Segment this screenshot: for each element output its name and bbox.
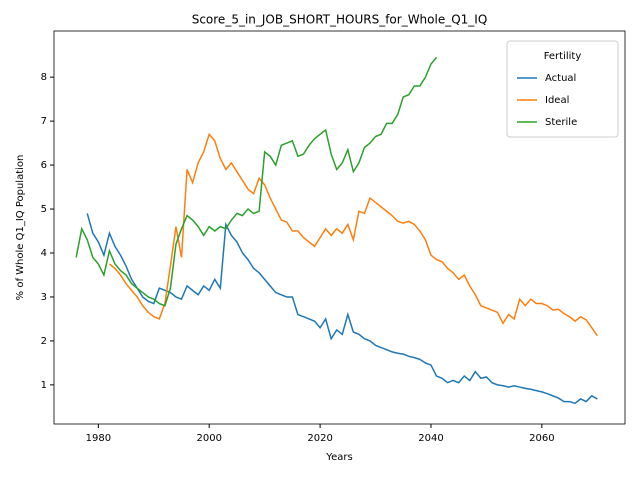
y-tick-label: 5	[41, 204, 47, 215]
line-series	[108, 132, 598, 337]
legend-label: Ideal	[545, 95, 569, 106]
legend-box	[506, 40, 619, 138]
x-tick-label: 2020	[307, 433, 332, 444]
line-series	[86, 213, 598, 405]
legend-label: Actual	[545, 73, 576, 84]
plot-frame	[53, 30, 626, 425]
legend-title: Fertility	[544, 51, 582, 62]
x-tick-label: 2040	[418, 433, 443, 444]
y-tick-label: 8	[41, 72, 47, 83]
x-tick-label: 1980	[86, 433, 111, 444]
y-tick-label: 6	[41, 160, 47, 171]
chart-title: Score_5_in_JOB_SHORT_HOURS_for_Whole_Q1_…	[192, 13, 488, 27]
x-axis-label: Years	[325, 452, 352, 463]
y-tick-label: 3	[41, 292, 47, 303]
y-tick-label: 2	[41, 336, 47, 347]
y-tick-label: 7	[41, 116, 47, 127]
x-tick-label: 2000	[196, 433, 221, 444]
y-axis-label: % of Whole Q1_IQ Population	[15, 155, 26, 301]
x-tick-label: 2060	[529, 433, 554, 444]
y-tick-label: 4	[41, 248, 47, 259]
y-tick-label: 1	[41, 380, 47, 391]
legend-label: Sterile	[545, 117, 577, 128]
line-series	[75, 56, 438, 307]
